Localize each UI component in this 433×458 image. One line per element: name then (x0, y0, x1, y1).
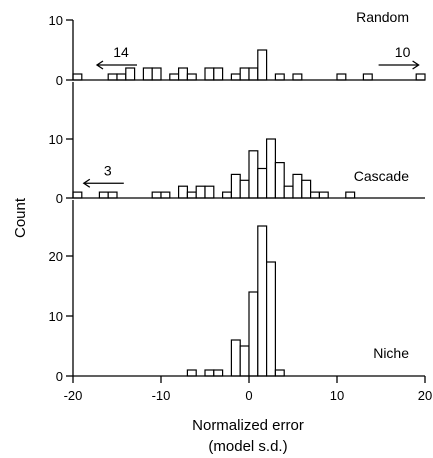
bar (257, 49, 268, 81)
bar (72, 191, 83, 199)
histogram-panels: 0 10 Random 14 10 0 10 Cascade 3 0 10 20 Niche (49, 9, 426, 384)
bar (116, 73, 127, 81)
bar (239, 179, 250, 199)
bar (362, 73, 373, 81)
bar (248, 291, 259, 377)
bar (204, 185, 215, 199)
bar (186, 369, 197, 377)
bar (292, 73, 303, 81)
bar (230, 339, 241, 377)
bar (213, 369, 224, 377)
x-tick-label: 10 (330, 388, 344, 403)
bar (248, 67, 259, 81)
bar (160, 191, 171, 199)
bar (222, 191, 233, 199)
bar (195, 185, 206, 199)
bar (248, 150, 259, 199)
panel-label: Niche (373, 345, 409, 361)
bar (186, 73, 197, 81)
y-tick-label: 0 (56, 191, 63, 206)
bar (72, 73, 83, 81)
bar (204, 369, 215, 377)
bar (230, 173, 241, 199)
bar (310, 191, 321, 199)
bar (98, 191, 109, 199)
x-axis-title: Normalized error (192, 417, 304, 434)
x-axis: -20 -10 0 10 20 (64, 376, 432, 403)
overflow-count-label: 14 (113, 44, 129, 60)
x-tick-label: 20 (418, 388, 432, 403)
y-axis-title: Count (12, 197, 29, 238)
bar (107, 73, 118, 81)
y-tick-label: 20 (49, 249, 63, 264)
bar (292, 173, 303, 199)
bar (204, 67, 215, 81)
bar (336, 73, 347, 81)
bar (186, 191, 197, 199)
y-tick-label: 10 (49, 309, 63, 324)
bar (274, 162, 285, 199)
bar (283, 185, 294, 199)
panel-cascade: 0 10 Cascade 3 (49, 82, 425, 206)
overflow-arrowhead (95, 60, 104, 70)
bar (415, 73, 426, 81)
panel-label: Cascade (354, 168, 409, 184)
bar (274, 73, 285, 81)
bar (266, 138, 277, 199)
bar (125, 67, 136, 81)
overflow-count-label: 3 (104, 162, 112, 178)
panel-random: 0 10 Random 14 10 (49, 9, 426, 88)
bar (239, 67, 250, 81)
bar (301, 179, 312, 199)
overflow-arrowhead (412, 60, 420, 70)
bar (107, 191, 118, 199)
x-axis-subtitle: (model s.d.) (208, 438, 287, 455)
bar (274, 369, 285, 377)
bar (230, 73, 241, 81)
y-tick-label: 10 (49, 132, 63, 147)
bar (151, 191, 162, 199)
overflow-arrowhead (82, 178, 91, 188)
y-tick-label: 0 (56, 73, 63, 88)
x-tick-label: -10 (152, 388, 171, 403)
bar (257, 167, 268, 199)
bar (151, 67, 162, 81)
bar (178, 67, 189, 81)
bar (266, 261, 277, 377)
bar (257, 225, 268, 377)
bar (239, 345, 250, 377)
bar (345, 191, 356, 199)
y-tick-label: 0 (56, 369, 63, 384)
y-tick-label: 10 (49, 13, 63, 28)
bar (169, 73, 180, 81)
panel-niche: 0 10 20 Niche (49, 200, 425, 384)
overflow-count-label: 10 (395, 44, 411, 60)
panel-label: Random (356, 9, 409, 25)
x-tick-label: 0 (245, 388, 252, 403)
bar (178, 185, 189, 199)
bar (142, 67, 153, 81)
bar (213, 67, 224, 81)
x-tick-label: -20 (64, 388, 83, 403)
bar (318, 191, 329, 199)
